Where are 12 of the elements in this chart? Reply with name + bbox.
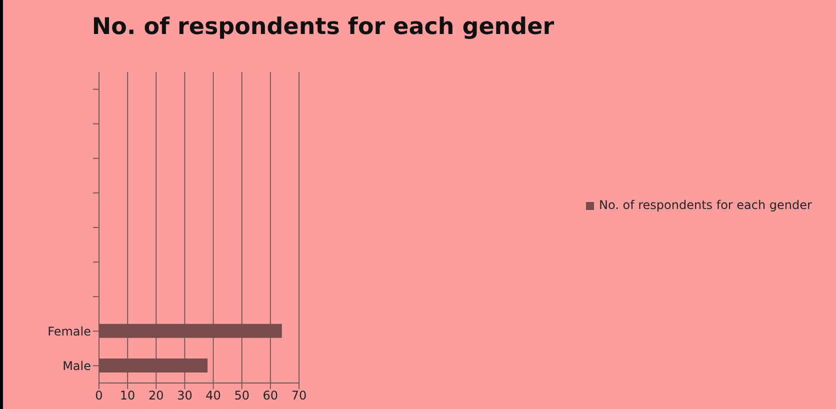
- y-tick-label: Male: [62, 358, 91, 373]
- chart-title: No. of respondents for each gender: [90, 14, 556, 40]
- y-tick-label: Female: [48, 324, 91, 338]
- x-tick-label: 50: [234, 388, 250, 403]
- x-tick-label: 0: [95, 388, 103, 403]
- x-tick-label: 10: [120, 388, 136, 403]
- legend-label: No. of respondents for each gender: [599, 198, 812, 212]
- x-tick-label: 20: [148, 388, 164, 403]
- x-tick-label: 40: [206, 388, 221, 403]
- x-tick-label: 60: [262, 388, 278, 403]
- x-tick-label: 70: [291, 388, 307, 403]
- x-tick-label: 30: [177, 388, 192, 403]
